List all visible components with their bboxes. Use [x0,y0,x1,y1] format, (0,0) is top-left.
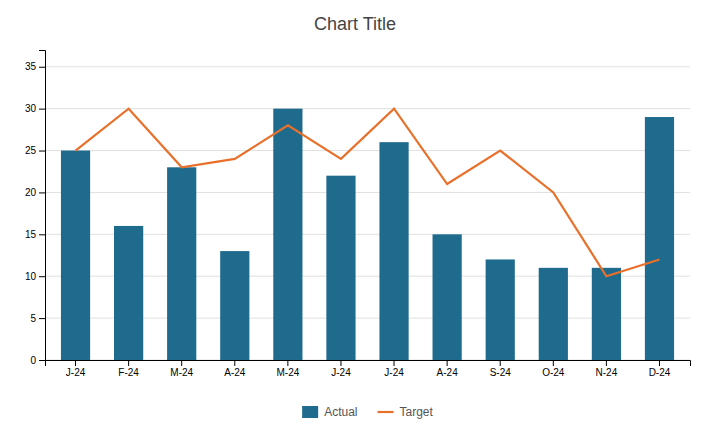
x-tick-label: J-24 [384,367,404,378]
legend-item: Target [378,405,434,419]
x-tick: J-24 [66,360,86,378]
x-tick-label: J-24 [66,367,86,378]
y-axis-line [39,51,46,361]
y-tick: 0 [30,355,45,366]
marks [61,109,674,360]
y-tick-label: 5 [30,313,36,324]
bar [645,117,674,360]
plot-area: 05101520253035J-24F-24M-24A-24M-24J-24J-… [25,51,691,379]
y-tick-label: 30 [25,103,37,114]
chart-svg: 05101520253035J-24F-24M-24A-24M-24J-24J-… [0,0,710,432]
x-tick-label: J-24 [331,367,351,378]
x-tick-mark [181,360,182,366]
line [76,109,660,277]
y-tick-label: 20 [25,187,37,198]
x-tick: A-24 [437,360,459,378]
bar [220,251,249,360]
x-tick-mark [394,360,395,366]
y-tick-mark [39,109,45,110]
y-tick-label: 0 [30,355,36,366]
bar [326,176,355,360]
x-tick-label: D-24 [649,367,671,378]
y-tick-mark [39,318,45,319]
x-tick-mark [447,360,448,366]
y-tick-mark [39,276,45,277]
title: Chart Title [314,14,396,34]
y-tick: 5 [30,313,45,324]
bar [539,268,568,360]
y-tick-label: 10 [25,271,37,282]
x-tick: J-24 [331,360,351,378]
chart-container: 05101520253035J-24F-24M-24A-24M-24J-24J-… [0,0,710,432]
legend-label: Actual [324,405,357,419]
grid-line [45,150,690,151]
y-tick: 35 [25,61,45,72]
x-tick: M-24 [276,360,299,378]
x-tick-label: S-24 [490,367,512,378]
bar [167,167,196,360]
x-tick-label: M-24 [170,367,193,378]
grid-line [45,66,690,67]
legend-swatch [378,411,394,413]
x-tick-mark [287,360,288,366]
x-tick-mark [553,360,554,366]
x-tick: N-24 [596,360,618,378]
x-tick-label: A-24 [224,367,246,378]
y-tick-mark [39,67,45,68]
y-tick-mark [39,151,45,152]
x-tick: F-24 [118,360,139,378]
grid-line [45,192,690,193]
bar [592,268,621,360]
y-tick: 25 [25,145,45,156]
x-tick: A-24 [224,360,246,378]
x-tick-mark [340,360,341,366]
bar [61,151,90,360]
bar [273,109,302,360]
y-tick: 20 [25,187,45,198]
x-tick: J-24 [384,360,404,378]
x-tick: O-24 [542,360,565,378]
bar [114,226,143,360]
x-tick-mark [500,360,501,366]
y-tick-label: 25 [25,145,37,156]
x-tick-label: M-24 [276,367,299,378]
bar [379,142,408,360]
bar-series [61,109,674,360]
legend-swatch [302,406,318,418]
grid [45,67,690,360]
y-tick-label: 35 [25,61,37,72]
y-tick-mark [39,360,45,361]
x-axis: J-24 F-24 M-24 A-24 M-24 J-24 J-24 A-24 S-24 O-24… [46,360,691,378]
y-tick-mark [39,192,45,193]
x-tick-mark [606,360,607,366]
bar [433,234,462,360]
x-tick: D-24 [649,360,671,378]
x-tick-mark [75,360,76,366]
x-tick: M-24 [170,360,193,378]
x-tick: S-24 [490,360,512,378]
y-tick-label: 15 [25,229,37,240]
x-tick-label: A-24 [437,367,459,378]
y-tick: 10 [25,271,45,282]
legend: Actual Target [302,405,433,419]
grid-line [45,108,690,109]
x-axis-line [46,361,691,367]
x-tick-label: F-24 [118,367,139,378]
y-tick-mark [39,234,45,235]
bar [486,259,515,360]
x-tick-mark [234,360,235,366]
y-tick: 30 [25,103,45,114]
legend-item: Actual [302,405,357,419]
x-tick-mark [128,360,129,366]
y-axis: 0 5 10 15 20 25 30 35 [25,51,46,366]
legend-label: Target [400,405,434,419]
x-tick-label: O-24 [542,367,565,378]
y-tick: 15 [25,229,45,240]
x-tick-mark [659,360,660,366]
x-tick-label: N-24 [596,367,618,378]
